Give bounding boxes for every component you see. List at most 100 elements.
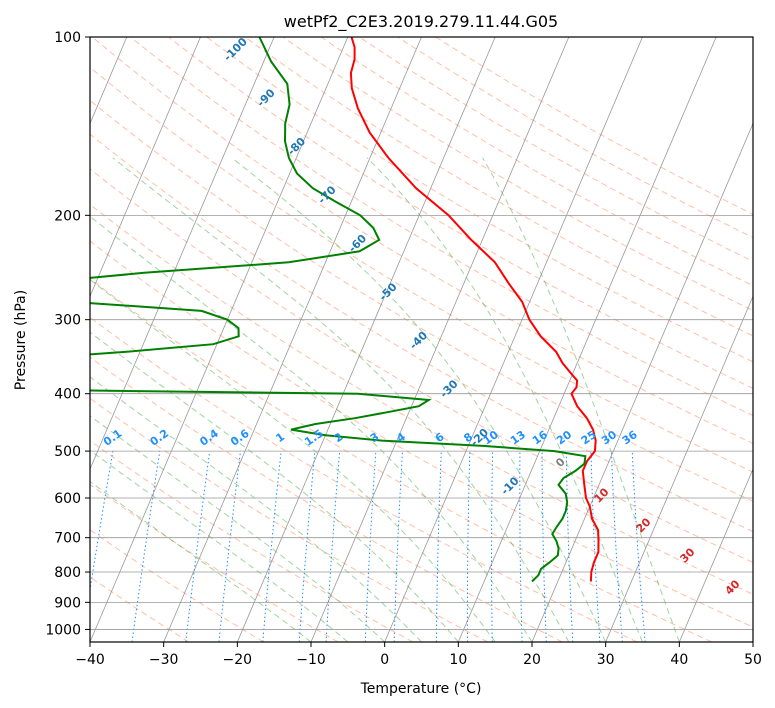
y-tick-label: 700 <box>54 531 81 547</box>
dry-adiabat-line <box>282 37 753 312</box>
y-tick-label: 600 <box>54 491 81 507</box>
mixing-ratio-line <box>519 451 523 642</box>
isotherm-line <box>90 37 275 471</box>
moist-adiabat-line <box>90 331 459 642</box>
moist-adiabat-line <box>231 157 607 642</box>
dry-adiabat-line <box>90 278 712 642</box>
dry-adiabat-line <box>206 37 753 363</box>
x-tick-label: −30 <box>149 652 179 668</box>
y-tick-label: 500 <box>54 444 81 460</box>
x-tick-label: 50 <box>744 652 762 668</box>
isotherm-line <box>752 640 753 642</box>
x-tick-label: 0 <box>380 652 389 668</box>
chart-title: wetPf2_C2E3.2019.279.11.44.G05 <box>284 12 558 32</box>
plot-frame <box>89 36 754 643</box>
dry-adiabat-line <box>244 37 753 337</box>
moist-adiabat-line <box>112 157 570 642</box>
grid-lines <box>90 37 753 642</box>
isotherm-line <box>531 122 753 642</box>
y-tick-label: 100 <box>54 30 81 46</box>
mixing-ratio-line <box>631 451 646 642</box>
temperature-line <box>349 37 600 582</box>
isotherm-line <box>678 468 753 642</box>
wetbulb-label: -100 <box>221 35 250 64</box>
mixing-ratio-label: 13 <box>508 428 528 447</box>
mixing-ratio-line <box>565 451 574 642</box>
dewpoint-line <box>90 37 587 583</box>
mixing-ratio-label: 0.6 <box>228 427 252 449</box>
isotherm-line <box>457 37 717 642</box>
mixing-ratio-label: 0.2 <box>148 427 171 449</box>
dry-adiabat-line <box>90 440 414 642</box>
dry-adiabat-line <box>90 66 753 473</box>
moist-adiabat-line <box>90 449 349 642</box>
dry-adiabat-line <box>90 133 753 533</box>
y-axis-label: Pressure (hPa) <box>13 290 29 390</box>
x-tick-label: −10 <box>296 652 326 668</box>
wetbulb-label: -50 <box>376 280 399 303</box>
mixing-ratio-label: 1 <box>273 430 287 445</box>
mixing-ratio-line <box>218 451 241 642</box>
wetbulb-label: -60 <box>346 232 369 255</box>
mixing-ratio-label: 16 <box>530 428 550 448</box>
isotherm-line <box>90 37 201 298</box>
mixing-ratio-line <box>262 451 282 642</box>
wetbulb-label: -70 <box>315 183 338 206</box>
x-axis-label: Temperature (°C) <box>360 681 482 697</box>
dry-adiabat-line <box>90 316 638 642</box>
dry-adiabat-line <box>90 168 753 563</box>
y-tick-label: 1000 <box>45 622 81 638</box>
y-tick-label: 200 <box>54 208 81 224</box>
isotherm-line <box>605 295 753 642</box>
x-tick-label: 40 <box>670 652 688 668</box>
isotherm-line <box>310 37 570 642</box>
isotherm-line <box>90 37 349 642</box>
mixing-ratio-label: 3 <box>368 430 382 445</box>
isotherm-line <box>163 37 422 642</box>
dry-adiabat-label: 20 <box>634 515 654 535</box>
moist-adiabat-line <box>90 215 533 642</box>
dry-adiabat-line <box>90 356 563 642</box>
mixing-ratio-label: 0.4 <box>197 427 221 449</box>
dry-adiabat-line <box>435 37 753 215</box>
x-tick-label: 30 <box>597 652 615 668</box>
x-tick-label: 20 <box>523 652 541 668</box>
mixing-ratio-line <box>298 451 316 642</box>
profile-lines <box>90 37 600 583</box>
mixing-ratio-label: 20 <box>554 428 574 448</box>
dry-adiabat-line <box>90 529 264 642</box>
x-tick-label: −20 <box>223 652 253 668</box>
mixing-ratio-label: 36 <box>620 428 640 448</box>
wetbulb-label: -90 <box>254 86 277 109</box>
wetbulb-label: -10 <box>498 474 521 497</box>
dry-adiabat-line <box>90 240 753 628</box>
dry-adiabat-label: 10 <box>592 485 612 505</box>
y-tick-label: 300 <box>54 313 81 329</box>
moist-adiabat-line <box>90 480 312 642</box>
dry-adiabat-line <box>90 483 339 642</box>
isotherm-line <box>236 37 496 642</box>
x-tick-label: −40 <box>75 652 105 668</box>
wetbulb-label: -40 <box>407 329 430 352</box>
mixing-ratio-line <box>435 451 442 642</box>
dry-adiabat-line <box>130 37 753 417</box>
dry-adiabat-line <box>90 203 753 595</box>
mixing-ratio-line <box>185 451 211 642</box>
y-tick-label: 400 <box>54 387 81 403</box>
mixing-ratio-label: 1.5 <box>302 427 325 449</box>
mixing-ratio-label: 4 <box>394 430 408 445</box>
axis-ticks: −40 −30 −20 −10 0 10 20 30 40 50 100 200 300 400 500 60… <box>45 30 762 668</box>
isotherm-line <box>384 37 643 642</box>
moist-adiabat-line <box>366 157 643 642</box>
mixing-ratio-line <box>90 451 114 593</box>
moist-adiabat-line <box>90 376 422 642</box>
background-lines <box>90 37 753 642</box>
mixing-ratio-label: 0.1 <box>101 427 124 449</box>
dry-adiabat-label: 30 <box>678 545 698 565</box>
dry-adiabat-label: 40 <box>723 577 743 597</box>
y-tick-label: 900 <box>54 595 81 611</box>
moist-adiabat-line <box>482 157 680 642</box>
y-tick-label: 800 <box>54 565 81 581</box>
mixing-ratio-line <box>491 451 494 642</box>
